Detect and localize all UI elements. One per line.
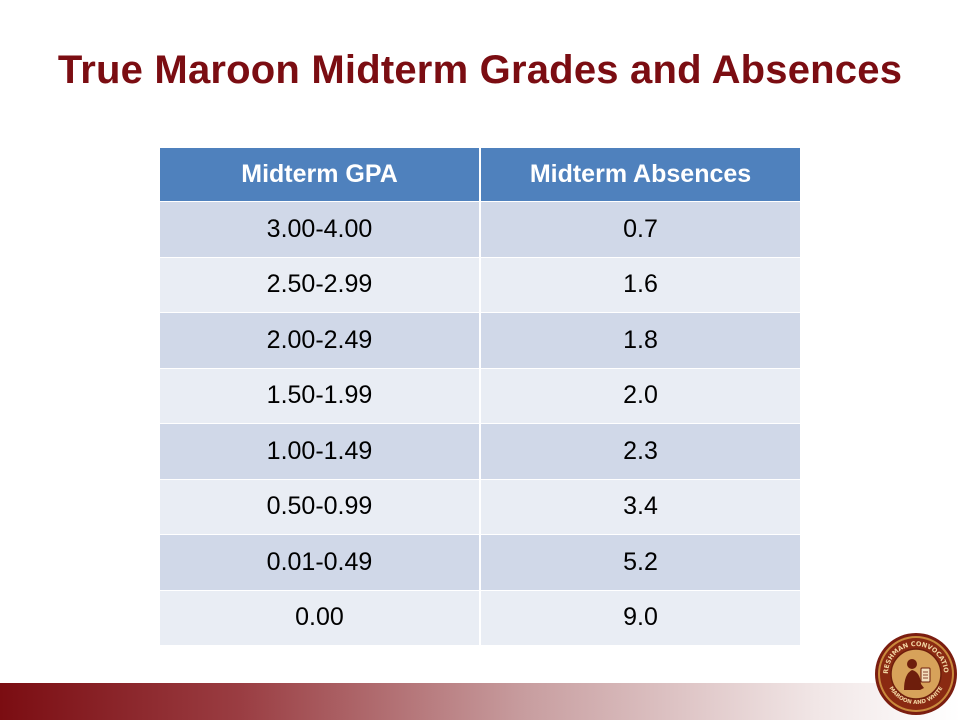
table-row: 2.00-2.49 1.8 [160,312,800,368]
gpa-cell: 2.00-2.49 [160,312,481,368]
absences-cell: 1.8 [480,312,800,368]
gpa-cell: 0.50-0.99 [160,478,481,535]
absences-cell: 9.0 [480,589,800,645]
slide-title: True Maroon Midterm Grades and Absences [57,48,903,92]
gpa-absences-table: Midterm GPA Midterm Absences 3.00-4.00 0… [160,148,800,645]
absences-cell: 2.3 [480,423,800,479]
gpa-cell: 2.50-2.99 [160,256,481,313]
gpa-cell: 0.01-0.49 [160,534,481,590]
table-row: 1.50-1.99 2.0 [160,367,800,424]
footer-gradient-bar [0,683,960,720]
absences-cell: 0.7 [480,201,800,257]
column-header-absences: Midterm Absences [480,148,800,202]
absences-cell: 5.2 [480,534,800,590]
absences-cell: 2.0 [480,367,800,424]
column-header-gpa: Midterm GPA [160,148,481,202]
table-row: 0.01-0.49 5.2 [160,534,800,590]
absences-cell: 1.6 [480,256,800,313]
gpa-cell: 1.50-1.99 [160,367,481,424]
table-row: 3.00-4.00 0.7 [160,201,800,257]
gpa-cell: 3.00-4.00 [160,201,481,257]
absences-cell: 3.4 [480,478,800,535]
table-row: 1.00-1.49 2.3 [160,423,800,479]
gpa-cell: 1.00-1.49 [160,423,481,479]
table-row: 0.50-0.99 3.4 [160,478,800,535]
gpa-cell: 0.00 [160,589,481,645]
table-row: 2.50-2.99 1.6 [160,256,800,313]
table-header-row: Midterm GPA Midterm Absences [160,148,800,202]
table-row: 0.00 9.0 [160,589,800,645]
convocation-seal-icon: FRESHMAN CONVOCATION MAROON AND WHITE [874,632,957,715]
